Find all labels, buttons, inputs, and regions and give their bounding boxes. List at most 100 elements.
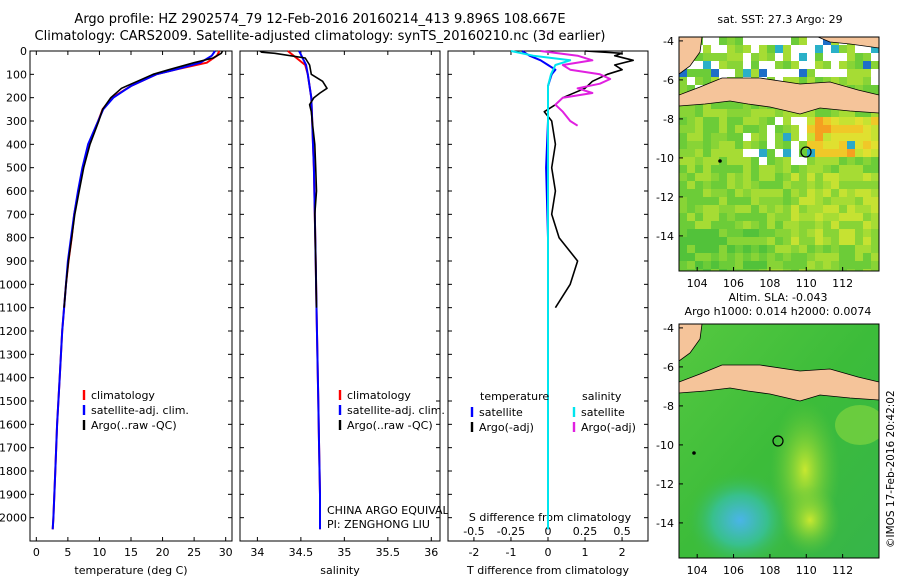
figure-title-line2: Climatology: CARS2009. Satellite-adjuste… (34, 29, 606, 44)
sst-cell (783, 165, 791, 173)
sst-cell (863, 117, 871, 125)
sst-cell (839, 133, 847, 141)
sst-cell (863, 85, 871, 93)
sst-cell (791, 189, 799, 197)
sst-cell (767, 157, 775, 165)
sst-cell (831, 221, 839, 229)
sst-cell (839, 181, 847, 189)
sst-cell (855, 109, 863, 117)
sst-cell (831, 77, 839, 85)
x-tick-label: 0 (33, 546, 40, 559)
sst-cell (743, 61, 751, 69)
sst-cell (871, 261, 879, 269)
sst-cell (815, 109, 823, 117)
sst-cell (847, 181, 855, 189)
sst-cell (719, 197, 727, 205)
sst-cell (783, 109, 791, 117)
sst-cell (799, 149, 807, 157)
sst-cell (855, 189, 863, 197)
sst-cell (743, 269, 751, 271)
sst-cell (727, 221, 735, 229)
x-tick-label: 0 (545, 546, 552, 559)
legend-label: Argo(-adj) (479, 421, 534, 434)
sst-cell (735, 141, 743, 149)
sst-cell (831, 237, 839, 245)
sst-cell (807, 133, 815, 141)
sst-cell (767, 229, 775, 237)
sst-cell (711, 181, 719, 189)
sst-cell (751, 181, 759, 189)
x-tick-label: -2 (468, 546, 479, 559)
sst-cell (679, 157, 687, 165)
sst-cell (783, 173, 791, 181)
s-tick-label: -0.25 (497, 525, 525, 538)
sst-cell (775, 205, 783, 213)
sst-cell (799, 269, 807, 271)
sst-cell (855, 61, 863, 69)
map-y-tick-label: -8 (663, 113, 674, 126)
sst-cell (847, 213, 855, 221)
sst-cell (783, 77, 791, 85)
legend-header-temperature: temperature (480, 390, 549, 403)
sst-cell (759, 181, 767, 189)
s-axis-label: S difference from climatology (469, 511, 632, 524)
sst-cell (783, 125, 791, 133)
sst-cell (751, 173, 759, 181)
sst-cell (839, 69, 847, 77)
sst-cell (679, 261, 687, 269)
sst-cell (743, 261, 751, 269)
sst-cell (727, 109, 735, 117)
sst-cell (679, 133, 687, 141)
sst-cell (791, 149, 799, 157)
sst-cell (775, 189, 783, 197)
sst-cell (831, 205, 839, 213)
s-tick-label: -0.5 (463, 525, 484, 538)
sst-cell (727, 117, 735, 125)
series-line-s-satellite (510, 50, 572, 530)
sst-cell (815, 189, 823, 197)
sst-cell (735, 125, 743, 133)
sst-cell (791, 221, 799, 229)
sst-cell (871, 173, 879, 181)
sst-cell (847, 125, 855, 133)
sst-cell (687, 173, 695, 181)
panel-salinity: 34 34.5 35 35.5 36 salinity climatology satelli… (239, 50, 471, 577)
sst-cell (743, 157, 751, 165)
sst-cell (711, 205, 719, 213)
sst-cell (831, 245, 839, 253)
y-tick-label: 100 (6, 68, 27, 81)
sst-cell (751, 213, 759, 221)
sst-cell (703, 117, 711, 125)
sst-map (678, 36, 880, 272)
sst-cell (759, 165, 767, 173)
y-tick-label: 1400 (0, 372, 27, 385)
sst-cell (807, 261, 815, 269)
sst-cell (735, 157, 743, 165)
sst-cell (775, 69, 783, 77)
sst-cell (863, 45, 871, 53)
sst-cell (719, 245, 727, 253)
sst-cell (871, 125, 879, 133)
sst-cell (695, 173, 703, 181)
sst-cell (679, 229, 687, 237)
sst-cell (847, 61, 855, 69)
sst-cell (719, 165, 727, 173)
sst-cell (847, 253, 855, 261)
x-tick-label: 5 (64, 546, 71, 559)
sst-cell (863, 221, 871, 229)
sst-cell (775, 149, 783, 157)
sst-cell (839, 237, 847, 245)
sst-cell (775, 173, 783, 181)
sst-cell (743, 125, 751, 133)
sst-cell (775, 269, 783, 271)
sst-cell (719, 237, 727, 245)
sst-cell (815, 117, 823, 125)
sst-cell (807, 197, 815, 205)
sst-cell (863, 205, 871, 213)
y-tick-label: 1500 (0, 395, 27, 408)
sst-cell (727, 229, 735, 237)
sst-cell (767, 53, 775, 61)
sst-cell (759, 117, 767, 125)
map-y-tick-label: -10 (656, 439, 674, 452)
sst-cell (855, 253, 863, 261)
